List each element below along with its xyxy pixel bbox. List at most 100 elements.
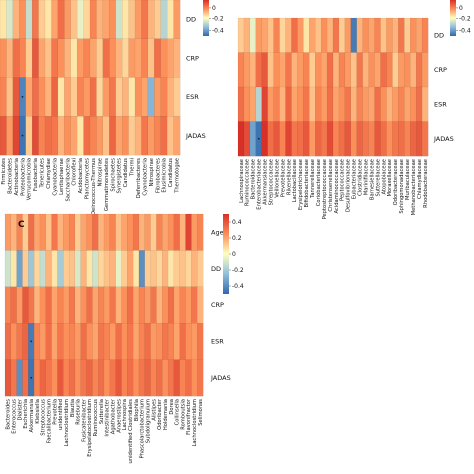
heatmap-cell [410,86,417,122]
heatmap-cell [89,38,97,78]
heatmap-cell [421,17,429,53]
heatmap-cell [134,77,142,117]
heatmap-cell [22,323,29,360]
heatmap-cell [57,38,65,78]
row-label: JADAS [210,374,231,382]
heatmap-cell [279,52,286,88]
column-label: Desulfovibrionaceae [346,159,352,212]
heatmap-cell [51,0,59,40]
heatmap-cell [83,77,91,117]
column-label: unidentified [58,399,64,430]
heatmap-cell [33,286,41,324]
heatmap-cell [19,38,27,78]
heatmap-cell [51,38,59,78]
heatmap-cell [191,286,198,324]
column-label: Selimonas [198,399,204,426]
heatmap-cell [237,121,245,157]
row-label: ESR [186,93,199,101]
heatmap-cell [338,17,346,53]
column-label: Coriobacteriaceae [316,159,322,206]
heatmap-cell [103,323,111,360]
heatmap-cell [12,116,20,156]
heatmap-cell [309,121,316,157]
heatmap-cell [374,52,381,88]
heatmap-cell [191,250,198,288]
heatmap-cell [103,286,111,324]
heatmap-cell [33,250,41,288]
heatmap-cell [31,77,39,117]
heatmap-cell [144,359,151,397]
heatmap-cell [273,86,280,122]
heatmap-cell [4,250,12,288]
colorbar-tick-label: -0.4 [459,28,471,35]
column-label: Sutterellaceae [375,159,381,197]
heatmap-cell [121,213,128,251]
heatmap-cell [144,323,151,360]
column-label: Dorea [169,399,175,415]
heatmap-cell [25,0,33,40]
heatmap-cell [134,38,142,78]
column-label: Streptococcaceae [268,159,274,205]
heatmap-cell [356,121,364,157]
heatmap-cell [6,0,14,40]
heatmap-cell [57,77,65,117]
heatmap-cell [147,116,155,156]
heatmap-cell [89,0,97,40]
heatmap-cell [76,0,84,40]
heatmap-cell [297,86,304,122]
heatmap-cell [392,52,399,88]
heatmap-cell [109,250,116,288]
column-label: Akkermansiaceae [263,159,269,205]
heatmap-cell [154,116,162,156]
heatmap-cell [12,0,20,40]
heatmap-cell [350,52,358,88]
heatmap-cell [421,52,429,88]
heatmap-cell [344,121,352,157]
heatmap-cell [362,121,369,157]
heatmap-cell [332,17,340,53]
heatmap-cell [57,0,65,40]
heatmap-cell [160,38,168,78]
column-label: Chlamydiaceae [417,159,423,199]
heatmap-cell [297,52,304,88]
heatmap-cell [103,359,111,397]
heatmap-cell [83,38,91,78]
heatmap-cell [98,323,105,360]
heatmap-cell [28,286,35,324]
column-label: Clostridiaceae [358,159,364,196]
column-label: Ruminococcaceae [245,159,251,206]
heatmap-cell [267,52,274,88]
heatmap-cell [57,213,64,251]
heatmap-cell [115,0,123,40]
heatmap-cell [291,17,298,53]
heatmap-cell [128,116,136,156]
heatmap-cell [19,0,27,40]
heatmap-cell [80,286,87,324]
heatmap-cell [31,38,39,78]
heatmap-cell [338,121,346,157]
heatmap-cell [92,286,99,324]
heatmap-cell [80,359,87,397]
column-label: Elusimicrobia [162,158,168,193]
heatmap-cell [285,121,292,157]
column-label: Atopobiaceae [381,159,387,194]
heatmap-cell [132,359,140,397]
column-label: Nitrospirae [97,158,103,187]
heatmap-cell [255,52,263,88]
column-label: Rhodobacteraceae [423,159,429,208]
heatmap-cell [291,52,298,88]
heatmap-cell [173,250,181,288]
heatmap-cell [162,250,169,288]
heatmap-cell [138,286,146,324]
heatmap-cell [64,116,72,156]
heatmap-cell [150,359,157,397]
heatmap-cell [89,77,97,117]
column-label: Streptococcus [41,399,47,436]
heatmap-cell [315,52,322,88]
heatmap-cell [51,359,58,397]
heatmap-cell [80,323,87,360]
heatmap-cell [356,17,364,53]
heatmap-cell [127,323,134,360]
